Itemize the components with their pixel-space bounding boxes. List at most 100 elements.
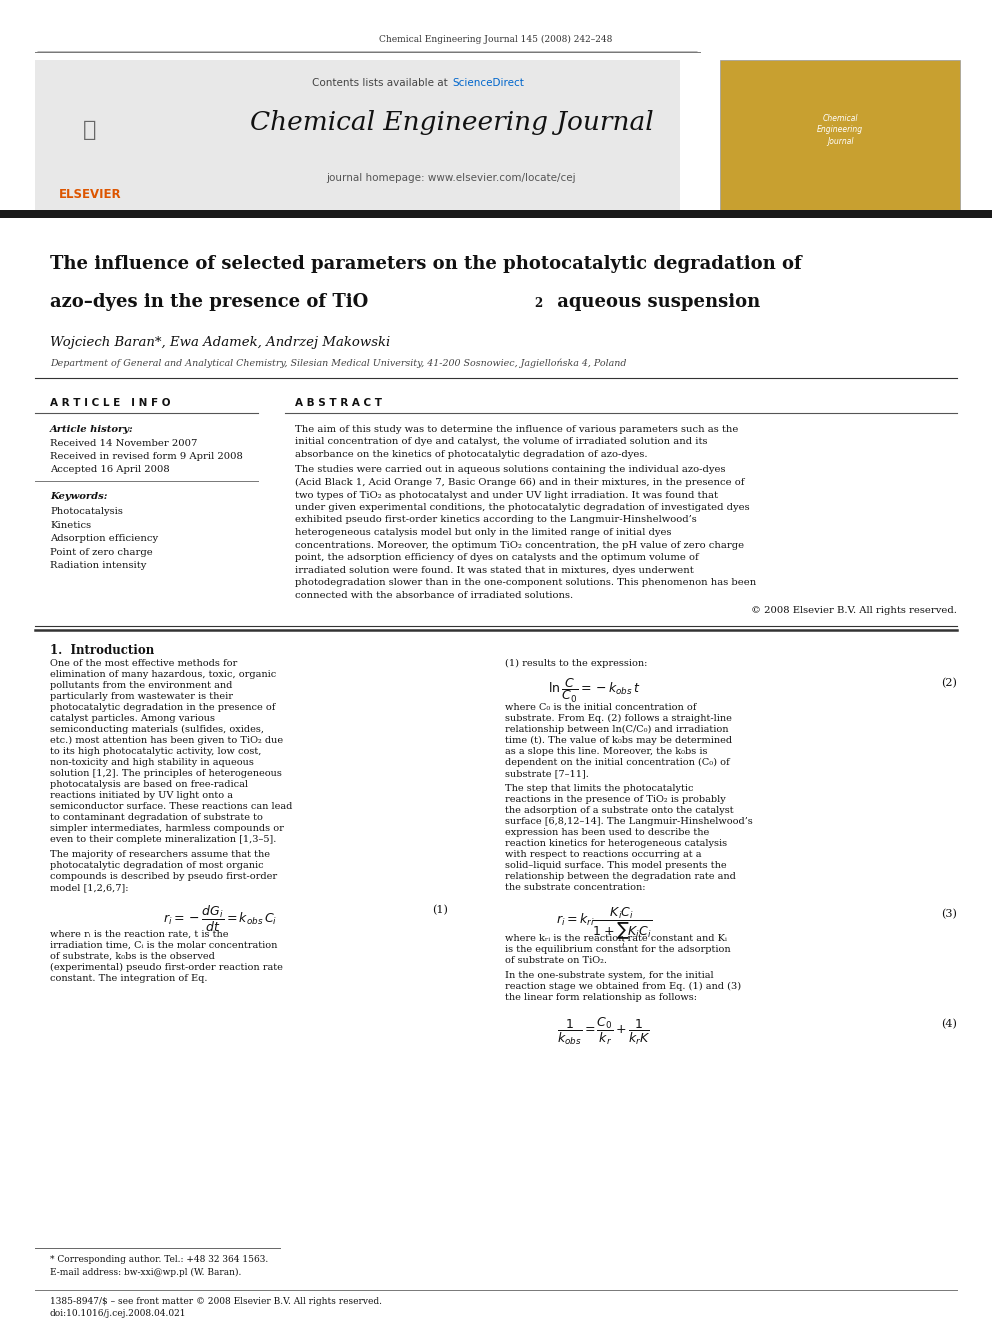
Text: point, the adsorption efficiency of dyes on catalysts and the optimum volume of: point, the adsorption efficiency of dyes… bbox=[295, 553, 698, 562]
Text: connected with the absorbance of irradiated solutions.: connected with the absorbance of irradia… bbox=[295, 590, 573, 599]
Text: A R T I C L E   I N F O: A R T I C L E I N F O bbox=[50, 398, 171, 407]
Text: reactions in the presence of TiO₂ is probably: reactions in the presence of TiO₂ is pro… bbox=[505, 795, 726, 804]
Text: relationship between the degradation rate and: relationship between the degradation rat… bbox=[505, 872, 736, 881]
Text: (3): (3) bbox=[941, 909, 957, 919]
Text: (experimental) pseudo first-order reaction rate: (experimental) pseudo first-order reacti… bbox=[50, 963, 283, 972]
Text: The studies were carried out in aqueous solutions containing the individual azo-: The studies were carried out in aqueous … bbox=[295, 466, 725, 475]
Text: time (t). The value of k₀bs may be determined: time (t). The value of k₀bs may be deter… bbox=[505, 736, 732, 745]
Text: Chemical Engineering Journal: Chemical Engineering Journal bbox=[250, 110, 653, 135]
Text: The aim of this study was to determine the influence of various parameters such : The aim of this study was to determine t… bbox=[295, 425, 738, 434]
Text: Kinetics: Kinetics bbox=[50, 520, 91, 529]
Text: reactions initiated by UV light onto a: reactions initiated by UV light onto a bbox=[50, 791, 233, 800]
Text: initial concentration of dye and catalyst, the volume of irradiated solution and: initial concentration of dye and catalys… bbox=[295, 438, 707, 446]
Text: * Corresponding author. Tel.: +48 32 364 1563.: * Corresponding author. Tel.: +48 32 364… bbox=[50, 1256, 268, 1263]
Text: pollutants from the environment and: pollutants from the environment and bbox=[50, 681, 232, 691]
Text: elimination of many hazardous, toxic, organic: elimination of many hazardous, toxic, or… bbox=[50, 669, 276, 679]
Text: Contents lists available at: Contents lists available at bbox=[312, 78, 451, 89]
Text: 2: 2 bbox=[534, 296, 543, 310]
Text: photocatalytic degradation of most organic: photocatalytic degradation of most organ… bbox=[50, 861, 264, 871]
Text: ELSEVIER: ELSEVIER bbox=[59, 188, 121, 201]
Text: solid–liquid surface. This model presents the: solid–liquid surface. This model present… bbox=[505, 861, 726, 871]
Text: is the equilibrium constant for the adsorption: is the equilibrium constant for the adso… bbox=[505, 945, 731, 954]
Text: semiconductor surface. These reactions can lead: semiconductor surface. These reactions c… bbox=[50, 802, 293, 811]
Text: compounds is described by pseudo first-order: compounds is described by pseudo first-o… bbox=[50, 872, 277, 881]
Text: constant. The integration of Eq.: constant. The integration of Eq. bbox=[50, 974, 207, 983]
Text: The step that limits the photocatalytic: The step that limits the photocatalytic bbox=[505, 785, 693, 792]
Text: $\dfrac{1}{k_{obs}} = \dfrac{C_0}{k_r} + \dfrac{1}{k_r K}$: $\dfrac{1}{k_{obs}} = \dfrac{C_0}{k_r} +… bbox=[558, 1016, 651, 1046]
Text: photodegradation slower than in the one-component solutions. This phenomenon has: photodegradation slower than in the one-… bbox=[295, 578, 756, 587]
Text: concentrations. Moreover, the optimum TiO₂ concentration, the pH value of zero c: concentrations. Moreover, the optimum Ti… bbox=[295, 541, 744, 549]
Text: dependent on the initial concentration (C₀) of: dependent on the initial concentration (… bbox=[505, 758, 730, 767]
Text: relationship between ln(C/C₀) and irradiation: relationship between ln(C/C₀) and irradi… bbox=[505, 725, 728, 734]
Text: In the one-substrate system, for the initial: In the one-substrate system, for the ini… bbox=[505, 971, 713, 980]
Text: aqueous suspension: aqueous suspension bbox=[551, 292, 760, 311]
Text: (1): (1) bbox=[433, 905, 448, 916]
Text: The majority of researchers assume that the: The majority of researchers assume that … bbox=[50, 849, 270, 859]
Text: photocatalytic degradation in the presence of: photocatalytic degradation in the presen… bbox=[50, 703, 276, 712]
Text: Received 14 November 2007: Received 14 November 2007 bbox=[50, 439, 197, 448]
Text: irradiated solution were found. It was stated that in mixtures, dyes underwent: irradiated solution were found. It was s… bbox=[295, 565, 693, 574]
Text: irradiation time, Cᵢ is the molar concentration: irradiation time, Cᵢ is the molar concen… bbox=[50, 941, 278, 950]
Text: (1) results to the expression:: (1) results to the expression: bbox=[505, 659, 648, 668]
Text: Received in revised form 9 April 2008: Received in revised form 9 April 2008 bbox=[50, 452, 243, 460]
Text: semiconducting materials (sulfides, oxides,: semiconducting materials (sulfides, oxid… bbox=[50, 725, 264, 734]
Text: Department of General and Analytical Chemistry, Silesian Medical University, 41-: Department of General and Analytical Che… bbox=[50, 359, 627, 368]
Text: Chemical Engineering Journal 145 (2008) 242–248: Chemical Engineering Journal 145 (2008) … bbox=[379, 34, 613, 44]
Text: reaction kinetics for heterogeneous catalysis: reaction kinetics for heterogeneous cata… bbox=[505, 839, 727, 848]
Text: (Acid Black 1, Acid Orange 7, Basic Orange 66) and in their mixtures, in the pre: (Acid Black 1, Acid Orange 7, Basic Oran… bbox=[295, 478, 745, 487]
Text: Article history:: Article history: bbox=[50, 425, 134, 434]
Text: where C₀ is the initial concentration of: where C₀ is the initial concentration of bbox=[505, 703, 696, 712]
Text: with respect to reactions occurring at a: with respect to reactions occurring at a bbox=[505, 849, 701, 859]
Text: $r_i = k_{ri}\dfrac{K_i C_i}{1 + \sum_i K_i C_i}$: $r_i = k_{ri}\dfrac{K_i C_i}{1 + \sum_i … bbox=[557, 906, 652, 951]
Text: photocatalysis are based on free-radical: photocatalysis are based on free-radical bbox=[50, 781, 248, 789]
Text: surface [6,8,12–14]. The Langmuir-Hinshelwood’s: surface [6,8,12–14]. The Langmuir-Hinshe… bbox=[505, 818, 753, 826]
Bar bbox=[35, 60, 680, 216]
Text: heterogeneous catalysis model but only in the limited range of initial dyes: heterogeneous catalysis model but only i… bbox=[295, 528, 672, 537]
Text: under given experimental conditions, the photocatalytic degradation of investiga: under given experimental conditions, the… bbox=[295, 503, 750, 512]
Text: $\ln\dfrac{C}{C_0} = -k_{obs}\,t$: $\ln\dfrac{C}{C_0} = -k_{obs}\,t$ bbox=[548, 677, 641, 705]
Text: non-toxicity and high stability in aqueous: non-toxicity and high stability in aqueo… bbox=[50, 758, 254, 767]
Text: 🌳: 🌳 bbox=[83, 120, 96, 140]
Text: two types of TiO₂ as photocatalyst and under UV light irradiation. It was found : two types of TiO₂ as photocatalyst and u… bbox=[295, 491, 718, 500]
Text: azo–dyes in the presence of TiO: azo–dyes in the presence of TiO bbox=[50, 292, 368, 311]
Text: Accepted 16 April 2008: Accepted 16 April 2008 bbox=[50, 464, 170, 474]
Text: etc.) most attention has been given to TiO₂ due: etc.) most attention has been given to T… bbox=[50, 736, 283, 745]
Text: Wojciech Baran*, Ewa Adamek, Andrzej Makowski: Wojciech Baran*, Ewa Adamek, Andrzej Mak… bbox=[50, 336, 390, 349]
Text: the adsorption of a substrate onto the catalyst: the adsorption of a substrate onto the c… bbox=[505, 806, 734, 815]
Text: of substrate, k₀bs is the observed: of substrate, k₀bs is the observed bbox=[50, 953, 215, 960]
Text: catalyst particles. Among various: catalyst particles. Among various bbox=[50, 714, 215, 722]
Text: even to their complete mineralization [1,3–5].: even to their complete mineralization [1… bbox=[50, 835, 277, 844]
Text: E-mail address: bw-xxi@wp.pl (W. Baran).: E-mail address: bw-xxi@wp.pl (W. Baran). bbox=[50, 1267, 241, 1277]
Text: Chemical
Engineering
Journal: Chemical Engineering Journal bbox=[817, 114, 863, 146]
Text: ScienceDirect: ScienceDirect bbox=[452, 78, 524, 89]
Text: substrate. From Eq. (2) follows a straight-line: substrate. From Eq. (2) follows a straig… bbox=[505, 714, 732, 724]
Text: simpler intermediates, harmless compounds or: simpler intermediates, harmless compound… bbox=[50, 824, 284, 833]
Text: particularly from wastewater is their: particularly from wastewater is their bbox=[50, 692, 233, 701]
Bar bbox=[0, 210, 992, 218]
Text: © 2008 Elsevier B.V. All rights reserved.: © 2008 Elsevier B.V. All rights reserved… bbox=[751, 606, 957, 615]
Text: exhibited pseudo first-order kinetics according to the Langmuir-Hinshelwood’s: exhibited pseudo first-order kinetics ac… bbox=[295, 516, 696, 524]
Text: (4): (4) bbox=[941, 1019, 957, 1029]
Text: to its high photocatalytic activity, low cost,: to its high photocatalytic activity, low… bbox=[50, 747, 261, 755]
Text: Radiation intensity: Radiation intensity bbox=[50, 561, 147, 570]
Text: doi:10.1016/j.cej.2008.04.021: doi:10.1016/j.cej.2008.04.021 bbox=[50, 1308, 186, 1318]
Text: the substrate concentration:: the substrate concentration: bbox=[505, 882, 646, 892]
Text: A B S T R A C T: A B S T R A C T bbox=[295, 398, 382, 407]
Text: absorbance on the kinetics of photocatalytic degradation of azo-dyes.: absorbance on the kinetics of photocatal… bbox=[295, 450, 648, 459]
Text: One of the most effective methods for: One of the most effective methods for bbox=[50, 659, 237, 668]
Text: The influence of selected parameters on the photocatalytic degradation of: The influence of selected parameters on … bbox=[50, 255, 802, 273]
Text: journal homepage: www.elsevier.com/locate/cej: journal homepage: www.elsevier.com/locat… bbox=[326, 173, 576, 183]
Text: model [1,2,6,7]:: model [1,2,6,7]: bbox=[50, 882, 129, 892]
Text: expression has been used to describe the: expression has been used to describe the bbox=[505, 828, 709, 837]
Text: 1.  Introduction: 1. Introduction bbox=[50, 644, 154, 658]
Bar bbox=[720, 60, 960, 216]
Text: where kᵣᵢ is the reaction rate constant and Kᵢ: where kᵣᵢ is the reaction rate constant … bbox=[505, 934, 727, 943]
Text: (2): (2) bbox=[941, 677, 957, 688]
Text: where rᵢ is the reaction rate, t is the: where rᵢ is the reaction rate, t is the bbox=[50, 930, 228, 939]
Text: $r_i = -\dfrac{dG_i}{dt} = k_{obs}\,C_i$: $r_i = -\dfrac{dG_i}{dt} = k_{obs}\,C_i$ bbox=[163, 904, 277, 934]
Text: Point of zero charge: Point of zero charge bbox=[50, 548, 153, 557]
Text: as a slope this line. Moreover, the k₀bs is: as a slope this line. Moreover, the k₀bs… bbox=[505, 747, 707, 755]
Text: of substrate on TiO₂.: of substrate on TiO₂. bbox=[505, 957, 607, 964]
Text: reaction stage we obtained from Eq. (1) and (3): reaction stage we obtained from Eq. (1) … bbox=[505, 982, 741, 991]
Text: Adsorption efficiency: Adsorption efficiency bbox=[50, 534, 158, 542]
